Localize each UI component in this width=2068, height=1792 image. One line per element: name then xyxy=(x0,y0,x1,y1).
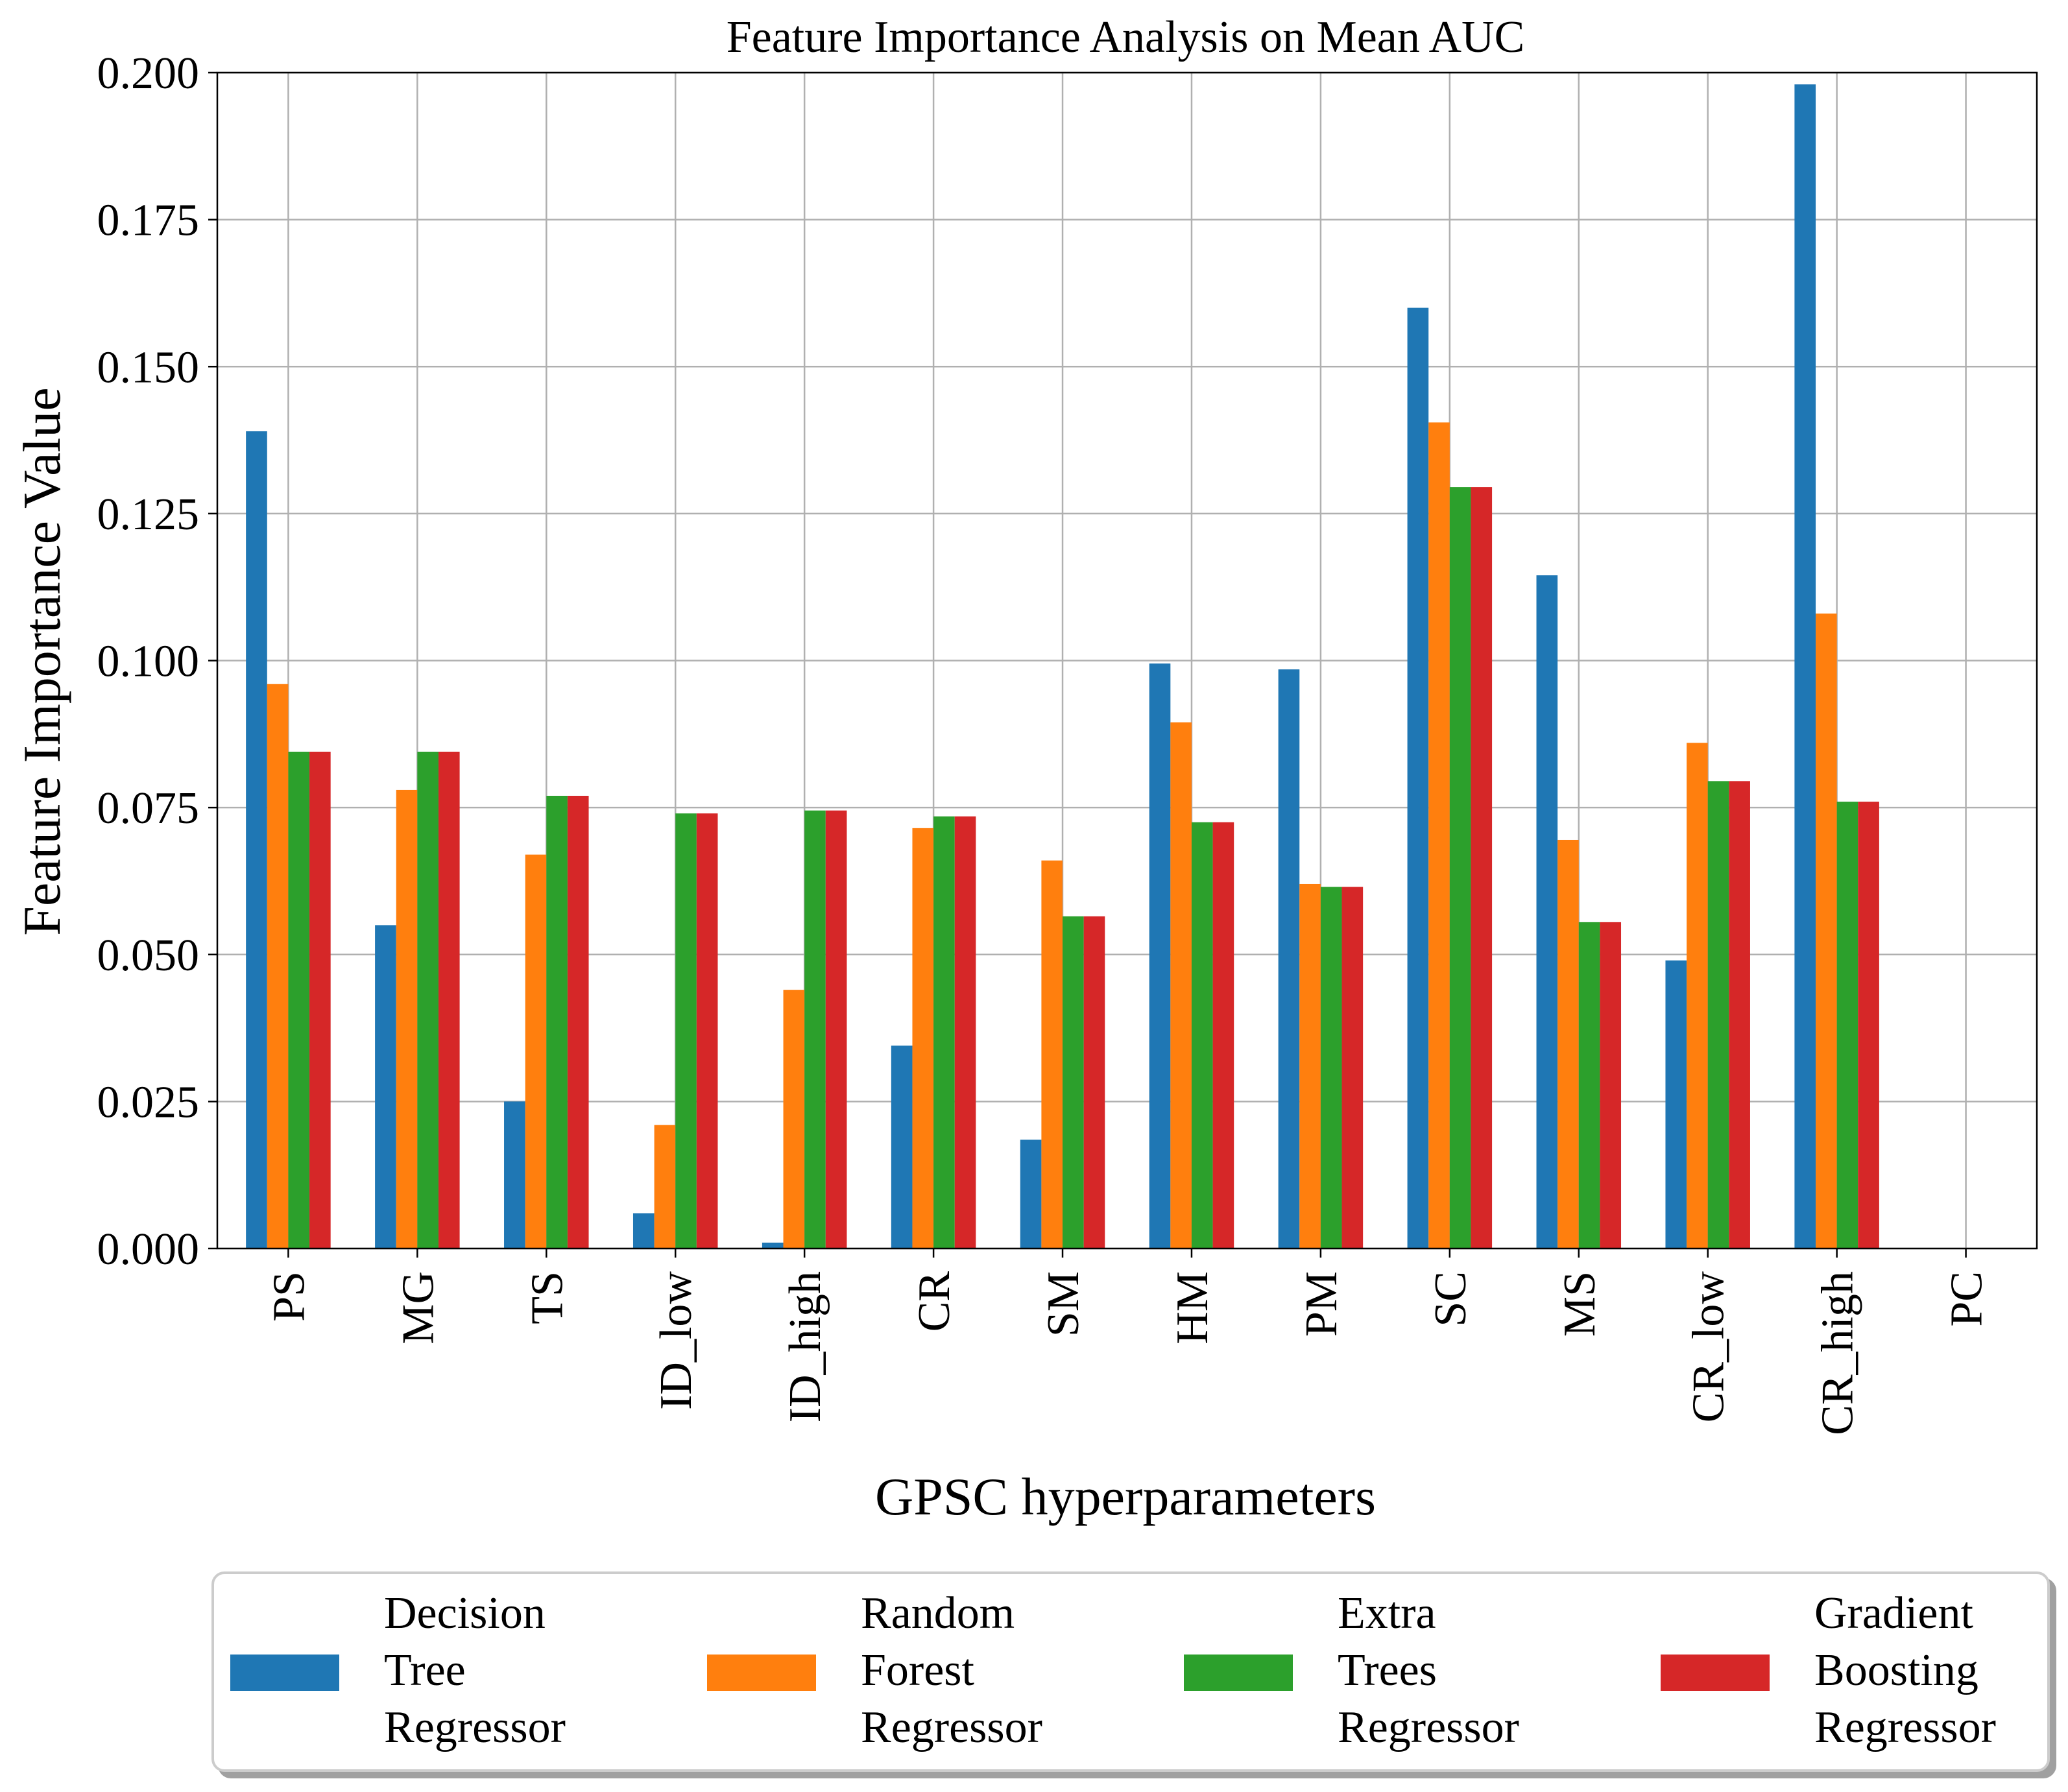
bar-hm-3 xyxy=(1212,822,1234,1248)
bar-cr-2 xyxy=(933,816,955,1248)
x-axis: PS MG TS ID_low ID_high CR SM HM PM SC MS CR_low CR_… xyxy=(264,1248,1992,1435)
bar-mg-3 xyxy=(438,752,460,1248)
x-tick-label: MG xyxy=(393,1271,443,1344)
bar-id_low-1 xyxy=(654,1125,676,1248)
y-tick-label: 0.175 xyxy=(97,196,200,246)
bar-cr_high-1 xyxy=(1816,613,1837,1248)
bar-ms-2 xyxy=(1578,922,1600,1248)
y-tick-label: 0.050 xyxy=(97,931,200,981)
x-tick-label: CR_high xyxy=(1813,1271,1863,1435)
bar-sc-1 xyxy=(1428,422,1450,1249)
bar-cr_low-1 xyxy=(1687,743,1708,1248)
y-tick-label: 0.150 xyxy=(97,342,200,392)
bar-pm-0 xyxy=(1278,669,1300,1248)
bar-hm-0 xyxy=(1149,663,1171,1248)
bar-ts-0 xyxy=(504,1101,525,1248)
bar-ps-3 xyxy=(309,752,331,1248)
bar-id_high-1 xyxy=(783,990,805,1248)
chart-title: Feature Importance Analysis on Mean AUC xyxy=(727,12,1525,62)
legend-label: Decision Tree Regressor xyxy=(384,1588,566,1752)
legend-box xyxy=(211,1571,2050,1772)
y-tick-label: 0.125 xyxy=(97,490,200,540)
bar-cr_low-3 xyxy=(1729,781,1750,1248)
x-tick-label: PS xyxy=(264,1271,314,1322)
bar-ms-0 xyxy=(1536,575,1558,1248)
bar-sc-0 xyxy=(1407,307,1429,1249)
x-tick-label: PC xyxy=(1942,1271,1992,1327)
legend-swatch xyxy=(230,1655,339,1691)
bar-cr_high-0 xyxy=(1794,84,1816,1248)
bar-ps-2 xyxy=(288,752,310,1248)
x-tick-label: HM xyxy=(1168,1271,1218,1344)
bar-cr_high-3 xyxy=(1858,802,1879,1248)
x-tick-label: MS xyxy=(1555,1271,1605,1337)
bar-sm-2 xyxy=(1063,916,1084,1248)
bar-pm-3 xyxy=(1341,887,1364,1248)
bar-cr_low-0 xyxy=(1665,960,1687,1248)
bar-ms-3 xyxy=(1600,922,1622,1248)
legend-swatch xyxy=(1184,1655,1293,1691)
bar-hm-1 xyxy=(1170,722,1192,1248)
x-tick-label: TS xyxy=(522,1271,572,1324)
x-tick-label: SC xyxy=(1426,1271,1476,1327)
bar-mg-2 xyxy=(417,752,439,1248)
x-tick-label: CR xyxy=(909,1271,959,1332)
x-tick-label: ID_low xyxy=(651,1271,701,1410)
bar-sc-3 xyxy=(1471,487,1493,1248)
bar-id_low-0 xyxy=(632,1213,655,1248)
y-tick-label: 0.200 xyxy=(97,49,200,99)
bar-sm-1 xyxy=(1041,860,1063,1248)
bar-ts-1 xyxy=(525,854,547,1248)
x-tick-label: CR_low xyxy=(1684,1271,1734,1423)
y-axis: 0.000 0.025 0.050 0.075 0.100 0.125 0.150 0.175… xyxy=(97,49,217,1274)
legend-label: Random Forest Regressor xyxy=(861,1588,1042,1752)
bar-sc-2 xyxy=(1449,487,1471,1248)
bar-id_high-3 xyxy=(825,810,847,1248)
bar-cr-3 xyxy=(954,816,976,1248)
bar-sm-0 xyxy=(1020,1140,1042,1248)
bar-mg-0 xyxy=(375,925,396,1248)
legend: Decision Tree Regressor Random Forest Regress… xyxy=(211,1571,2050,1772)
bars xyxy=(246,84,1879,1249)
y-tick-label: 0.025 xyxy=(97,1077,200,1127)
x-tick-label: PM xyxy=(1297,1271,1347,1337)
bar-cr-0 xyxy=(891,1045,913,1248)
bar-cr_low-2 xyxy=(1707,781,1729,1248)
bar-cr-1 xyxy=(912,828,934,1248)
bar-id_low-2 xyxy=(675,813,697,1248)
y-axis-label: Feature Importance Value xyxy=(12,387,71,935)
x-tick-label: ID_high xyxy=(780,1271,830,1422)
legend-label: Extra Trees Regressor xyxy=(1338,1588,1519,1752)
legend-swatch xyxy=(1661,1655,1770,1691)
bar-id_high-0 xyxy=(762,1242,784,1248)
bar-ts-2 xyxy=(546,795,568,1248)
bar-ts-3 xyxy=(567,795,589,1248)
y-tick-label: 0.000 xyxy=(97,1225,200,1274)
bar-cr_high-2 xyxy=(1836,802,1858,1248)
bar-id_high-2 xyxy=(804,810,826,1248)
bar-sm-3 xyxy=(1083,916,1105,1248)
bar-id_low-3 xyxy=(696,813,718,1248)
bar-ps-1 xyxy=(267,684,289,1248)
bar-ms-1 xyxy=(1557,839,1579,1248)
grid-lines xyxy=(217,71,2037,1250)
y-tick-label: 0.100 xyxy=(97,637,200,687)
bar-mg-1 xyxy=(396,789,418,1248)
legend-label: Gradient Boosting Regressor xyxy=(1814,1588,1996,1752)
y-tick-label: 0.075 xyxy=(97,783,200,833)
x-tick-label: SM xyxy=(1039,1271,1088,1337)
bar-pm-1 xyxy=(1299,883,1321,1248)
bar-ps-0 xyxy=(246,431,267,1248)
legend-swatch xyxy=(707,1655,816,1691)
x-axis-label: GPSC hyperparameters xyxy=(875,1467,1376,1526)
bar-hm-2 xyxy=(1191,822,1213,1248)
bar-pm-2 xyxy=(1320,887,1342,1248)
